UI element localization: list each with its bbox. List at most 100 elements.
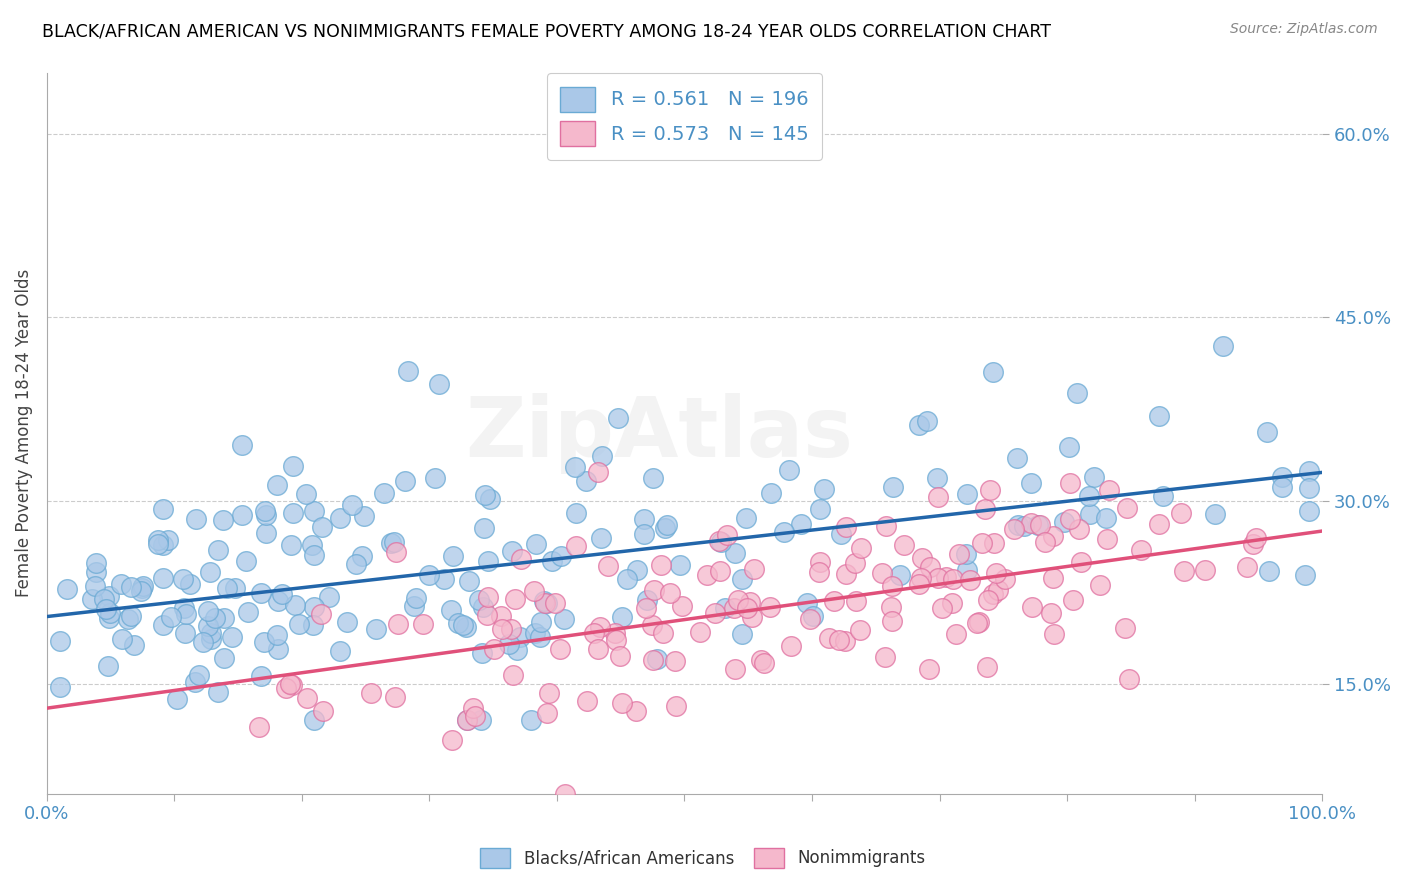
Point [565,506,588,520]
Point [1042,529,1064,543]
Point [910,550,932,565]
Point [475,607,498,622]
Point [948,547,970,561]
Point [1059,512,1081,526]
Point [238,605,260,619]
Point [446,616,468,631]
Point [1069,522,1091,536]
Point [524,537,547,551]
Point [280,678,302,692]
Point [830,527,852,541]
Point [93,592,115,607]
Point [808,565,831,579]
Point [609,649,631,664]
Point [266,478,288,492]
Point [1294,567,1316,582]
Point [636,593,658,607]
Point [380,536,402,550]
Point [823,594,845,608]
Point [589,620,612,634]
Point [340,498,363,512]
Point [709,564,731,578]
Point [920,560,942,574]
Point [404,599,426,613]
Point [835,520,858,534]
Point [253,635,276,649]
Point [489,609,512,624]
Point [288,617,311,632]
Point [636,600,658,615]
Point [553,612,575,626]
Point [808,555,831,569]
Point [910,571,932,585]
Point [1271,480,1294,494]
Point [224,581,246,595]
Point [844,556,866,570]
Point [575,475,598,489]
Point [396,364,419,378]
Point [749,652,772,666]
Point [373,485,395,500]
Point [509,630,531,644]
Point [212,513,235,527]
Point [505,643,527,657]
Point [908,417,931,432]
Point [880,599,903,614]
Point [810,501,832,516]
Point [588,642,610,657]
Point [405,591,427,605]
Point [799,612,821,626]
Point [318,590,340,604]
Point [790,516,813,531]
Point [927,490,949,504]
Point [173,601,195,615]
Point [779,639,801,653]
Text: ZipAtlas: ZipAtlas [465,392,853,474]
Point [382,535,405,549]
Point [146,533,169,547]
Point [955,563,977,577]
Point [849,623,872,637]
Point [301,617,323,632]
Point [605,633,627,648]
Point [97,589,120,603]
Point [731,627,754,641]
Point [575,694,598,708]
Point [440,603,463,617]
Point [654,521,676,535]
Point [1062,593,1084,607]
Point [266,628,288,642]
Point [1043,627,1066,641]
Point [250,669,273,683]
Point [523,583,546,598]
Point [981,587,1004,601]
Point [311,519,333,533]
Point [882,480,904,494]
Point [1028,517,1050,532]
Point [610,697,633,711]
Point [1149,409,1171,424]
Point [1095,532,1118,546]
Text: Source: ZipAtlas.com: Source: ZipAtlas.com [1230,22,1378,37]
Point [984,566,1007,581]
Point [889,568,911,582]
Point [925,470,948,484]
Point [1005,450,1028,465]
Point [977,592,1000,607]
Point [529,631,551,645]
Point [983,535,1005,549]
Point [641,653,664,667]
Point [152,618,174,632]
Point [1194,563,1216,577]
Point [1152,489,1174,503]
Point [280,538,302,552]
Point [231,508,253,522]
Point [696,568,718,582]
Point [834,634,856,648]
Point [1021,476,1043,491]
Point [626,563,648,577]
Point [498,636,520,650]
Point [550,549,572,563]
Point [344,558,367,572]
Point [956,486,979,500]
